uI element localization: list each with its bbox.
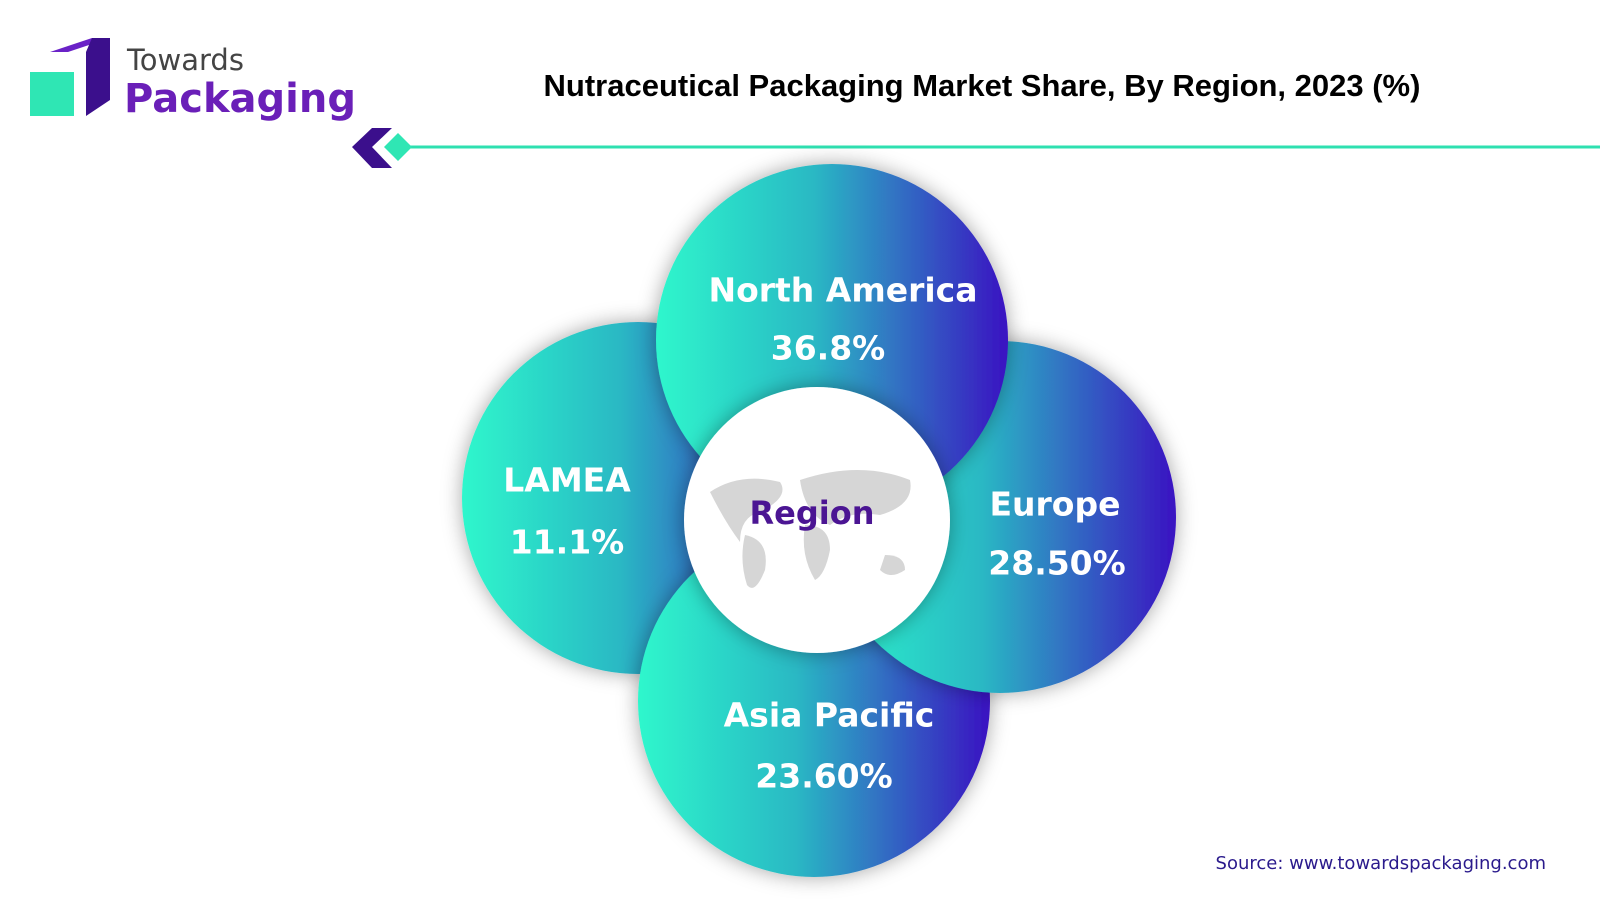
value-label: 23.60% — [755, 757, 892, 796]
region-label: LAMEA — [503, 461, 631, 500]
world-map — [710, 470, 911, 588]
center: Region — [684, 387, 950, 653]
brand-line1: Towards — [126, 43, 244, 77]
diamond — [384, 133, 412, 161]
center-label: Region — [750, 494, 875, 532]
region-label: North America — [708, 271, 977, 310]
chart-title: Nutraceutical Packaging Market Share, By… — [544, 68, 1421, 103]
chevron — [352, 128, 392, 168]
brand-line2: Packaging — [124, 76, 356, 122]
logo: Towards Packaging — [30, 38, 356, 122]
value-label: 11.1% — [510, 523, 625, 562]
value-label: 28.50% — [988, 544, 1125, 583]
region-label: Asia Pacific — [724, 696, 935, 735]
source: Source: www.towardspackaging.com — [1216, 853, 1546, 874]
value-label: 36.8% — [771, 329, 886, 368]
region-label: Europe — [990, 485, 1121, 524]
